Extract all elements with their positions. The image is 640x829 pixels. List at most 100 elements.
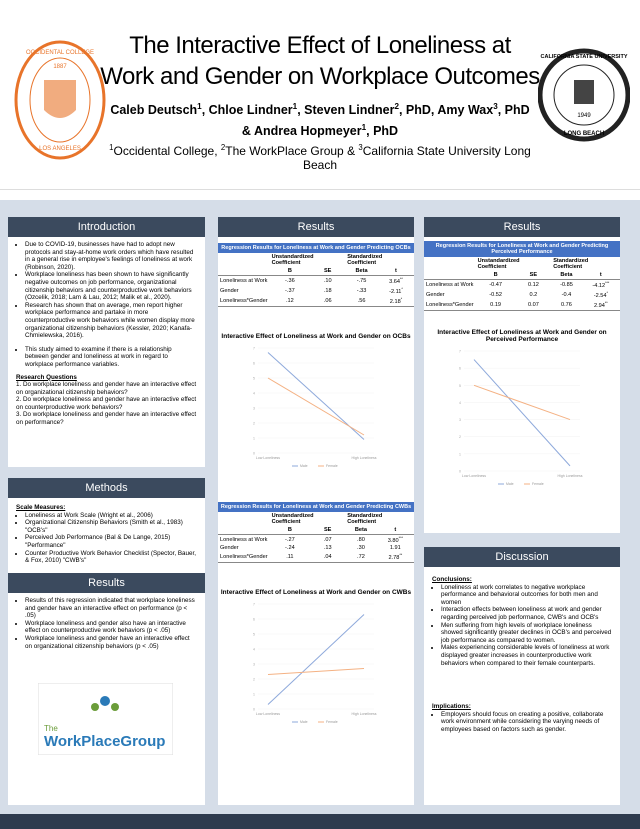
cell: -4.12***	[592, 281, 610, 289]
table-row: Loneliness at Work -.36 .10 -.75 3.64**	[218, 276, 414, 286]
cell: .06	[310, 295, 346, 307]
y-tick-label: 3	[459, 418, 461, 422]
cell: -.75	[356, 277, 367, 284]
y-tick-label: 1	[459, 452, 461, 456]
significance: **	[604, 300, 608, 305]
series-line	[267, 668, 365, 676]
chart-title: Interactive Effect of Loneliness at Work…	[221, 332, 411, 340]
row-label: Loneliness at Work	[220, 277, 268, 284]
list-item: Workplace loneliness and gender also hav…	[25, 620, 197, 635]
results-left-panel: Results Results of this regression indic…	[8, 573, 205, 805]
list-item: Males experiencing considerable levels o…	[441, 644, 612, 667]
footer-bar	[0, 814, 640, 829]
cell: .56	[345, 295, 378, 307]
logo-text: OCCIDENTAL COLLEGE	[26, 50, 94, 56]
list-item: Loneliness at Work Scale (Wright et al.,…	[25, 512, 197, 520]
cell: 0.07	[515, 299, 552, 311]
row-label: Loneliness*Gender	[218, 552, 270, 564]
chart-title: Interactive Effect of Loneliness at Work…	[437, 328, 607, 343]
table: Unstandardized Coefficient Standardized C…	[218, 512, 414, 564]
list-item: Due to COVID-19, businesses have had to …	[25, 241, 197, 271]
list-item: Workplace loneliness has been shown to h…	[25, 271, 197, 301]
column-header: B	[269, 525, 311, 535]
cell: .04	[310, 552, 346, 564]
cell: -.33	[356, 287, 367, 294]
poster-body: Introduction Due to COVID-19, businesses…	[0, 200, 640, 814]
author: , Steven Lindner	[297, 103, 395, 118]
group-header: Unstandardized Coefficient	[271, 512, 314, 525]
x-tick-label: High Loneliness	[558, 474, 583, 478]
cell: -.36	[285, 277, 295, 284]
affiliation-mark: 1	[109, 143, 114, 152]
list-item: Interaction effects between loneliness a…	[441, 606, 612, 621]
y-tick-label: 5	[253, 376, 255, 380]
cell: -2.11*	[389, 286, 403, 295]
group-header: Standardized Coefficient	[347, 254, 383, 266]
table-row: Loneliness*Gender .12.06.56 2.18*	[218, 295, 414, 307]
cell: .72	[345, 552, 377, 564]
row-label: Gender	[426, 291, 445, 298]
cell	[424, 271, 476, 280]
cell: -0.47	[489, 281, 502, 288]
x-tick-label: Low Loneliness	[462, 474, 486, 478]
significance: *	[400, 296, 403, 301]
table-row: Gender -.24 .13 .30 1.91	[218, 544, 414, 552]
cell: 0.76	[551, 299, 582, 311]
table-title: Regression Results for Loneliness at Wor…	[218, 501, 414, 512]
table: Unstandardized Coefficient Standardized C…	[424, 257, 620, 311]
subheading: Scale Measures:	[16, 504, 66, 511]
column-header: B	[475, 271, 516, 280]
cell	[218, 253, 270, 267]
logo-text: The	[44, 724, 58, 733]
y-tick-label: 0	[253, 708, 255, 712]
author: , PhD, Amy Wax	[398, 103, 494, 118]
y-tick-label: 6	[253, 361, 255, 365]
list-item: Loneliness at work correlates to negativ…	[441, 584, 612, 607]
y-tick-label: 7	[253, 603, 255, 607]
table-row: Gender -.37 .18 -.33 -2.11*	[218, 286, 414, 296]
affiliation: Occidental College,	[113, 144, 221, 158]
row-label: Loneliness at Work	[426, 281, 474, 288]
y-tick-label: 4	[459, 401, 461, 405]
discussion-panel: Discussion Conclusions:Loneliness at wor…	[424, 547, 620, 805]
intro-panel: Introduction Due to COVID-19, businesses…	[8, 217, 205, 467]
cell: .30	[357, 545, 365, 552]
column-header: Beta	[345, 267, 378, 276]
series-line	[473, 384, 571, 420]
table-row: Loneliness at Work -0.47 0.12 -0.85 -4.12***	[424, 280, 620, 290]
affiliation: California State University Long Beach	[302, 144, 531, 172]
list-item: Research has shown that on average, men …	[25, 302, 197, 340]
row-label: Loneliness at Work	[220, 536, 268, 543]
table-row: B SE Beta t	[424, 271, 620, 280]
table-row: Loneliness at Work -.27 .07 .80 3.80***	[218, 534, 414, 544]
series-line	[267, 377, 365, 436]
cell: 0.12	[527, 281, 539, 288]
cell: 3.64**	[389, 277, 403, 285]
list-item: Results of this regression indicated tha…	[25, 597, 197, 620]
table-title: Regression Results for Loneliness at Wor…	[218, 243, 414, 253]
chart: 0 1 2 3 4 5 6 7 Low Loneliness High Loneliness Mal…	[253, 603, 377, 725]
legend-label: Male	[506, 482, 514, 486]
cell: -.24	[285, 545, 295, 552]
legend-label: Female	[532, 482, 544, 486]
list-item: Employers should focus on creating a pos…	[441, 711, 612, 734]
column-header: t	[377, 267, 414, 276]
y-tick-label: 0	[459, 469, 461, 473]
logo-occidental: OCCIDENTAL COLLEGE 1887 LOS ANGELES	[14, 40, 106, 160]
column-header: t	[581, 271, 620, 280]
column-header: Beta	[551, 271, 582, 280]
table-row: Gender -0.52 0.2 -0.4 -2.54*	[424, 290, 620, 300]
section-heading: Results	[218, 217, 414, 237]
list-item: Men suffering from high levels of workpl…	[441, 622, 612, 645]
cell: .11	[269, 552, 311, 564]
table: Unstandardized Coefficient Standardized C…	[218, 253, 414, 307]
list-item: Perceived Job Performance (Bal & De Lang…	[25, 534, 197, 549]
table-row: Unstandardized Coefficient Standardized C…	[218, 512, 414, 526]
column-header: SE	[310, 525, 346, 535]
cell: 0.2	[529, 291, 538, 298]
cell: 0.19	[475, 299, 516, 311]
table-row: B SE Beta t	[218, 267, 414, 276]
list-item: 1. Do workplace loneliness and gender ha…	[16, 381, 197, 396]
chart: 0 1 2 3 4 5 6 7 Low Loneliness High Loneliness Mal…	[253, 346, 377, 468]
